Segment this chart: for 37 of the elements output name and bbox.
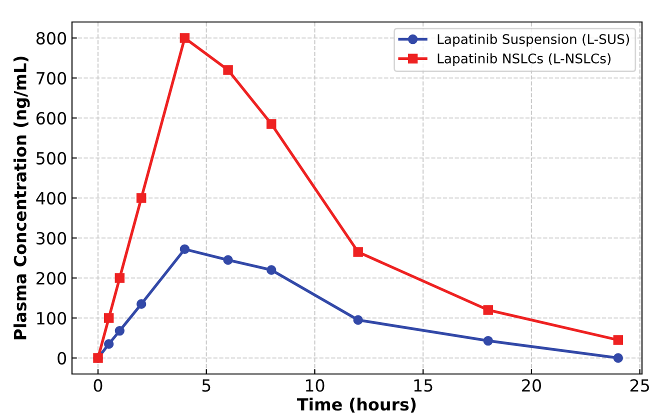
y-tick-label: 100 bbox=[37, 312, 66, 325]
point bbox=[223, 255, 233, 265]
point bbox=[353, 247, 363, 257]
point bbox=[180, 33, 190, 43]
x-tick-label: 5 bbox=[202, 379, 210, 392]
point bbox=[104, 313, 114, 323]
point bbox=[613, 335, 624, 345]
y-tick-label: 700 bbox=[36, 72, 66, 85]
y-tick-label: 400 bbox=[36, 192, 66, 205]
x-tick-label: 20 bbox=[522, 379, 541, 392]
point bbox=[353, 315, 363, 325]
point bbox=[483, 336, 493, 346]
point bbox=[136, 193, 146, 203]
y-tick-label: 800 bbox=[36, 32, 66, 45]
point bbox=[180, 244, 190, 254]
point bbox=[136, 299, 146, 309]
x-tick-label: 10 bbox=[306, 379, 324, 392]
x-axis-title: Time (hours) bbox=[297, 398, 416, 413]
y-tick-label: 600 bbox=[36, 112, 66, 125]
point bbox=[223, 65, 233, 75]
point bbox=[114, 273, 125, 283]
y-tick-label: 0 bbox=[58, 352, 66, 365]
point bbox=[114, 326, 125, 336]
x-tick-label: 0 bbox=[94, 379, 102, 392]
x-tick-label: 15 bbox=[414, 379, 432, 392]
y-tick-label: 300 bbox=[36, 232, 66, 245]
legend-label: Lapatinib NSLCs (L-NSLCs) bbox=[438, 53, 611, 66]
y-tick-label: 200 bbox=[36, 272, 66, 285]
y-tick-label: 500 bbox=[36, 152, 66, 165]
point bbox=[266, 265, 276, 275]
y-axis-title: Plasma Concentration (ng/mL) bbox=[14, 56, 30, 340]
point bbox=[266, 119, 276, 129]
point bbox=[613, 353, 624, 363]
point bbox=[483, 305, 493, 315]
x-tick-label: 25 bbox=[630, 379, 649, 392]
legend-label: Lapatinib Suspension (L-SUS) bbox=[438, 34, 629, 47]
point bbox=[104, 339, 114, 349]
